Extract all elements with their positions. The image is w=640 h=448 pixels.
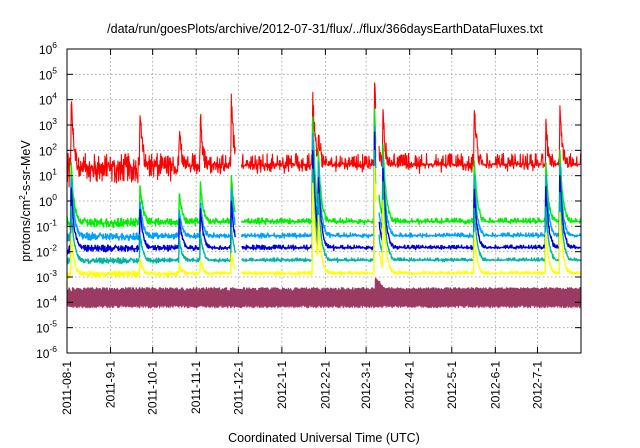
x-tick-label: 2012-5-1 (445, 361, 459, 409)
ticks (66, 48, 581, 354)
x-tick-labels: 2011-08-1 2011-9-1 2011-10-1 2011-11-1 2011-… (60, 361, 544, 415)
y-tick-label: 10-5 (36, 319, 57, 336)
series-2-line (66, 108, 582, 230)
series-6-line (66, 165, 582, 280)
x-tick-label: 2011-9-1 (104, 361, 118, 408)
y-axis-label-base: protons/cm (19, 200, 33, 262)
y-tick-label: 101 (39, 167, 57, 184)
y-tick-label: 10-3 (36, 268, 57, 285)
x-tick-label: 2011-12-1 (231, 361, 245, 415)
y-axis-label-rest: -s-sr-MeV (19, 140, 33, 196)
y-tick-label: 106 (39, 40, 57, 57)
chart-title: /data/run/goesPlots/archive/2012-07-31/f… (107, 22, 543, 36)
y-tick-label: 103 (39, 116, 57, 133)
x-axis-label: Coordinated Universal Time (UTC) (228, 431, 420, 445)
series-1-line (66, 82, 582, 188)
y-tick-label: 102 (39, 141, 57, 158)
series-3-line (66, 125, 582, 242)
x-tick-label: 2011-10-1 (146, 361, 160, 415)
x-tick-label: 2012-1-1 (275, 361, 289, 409)
y-axis-label-sup: 2 (17, 195, 27, 200)
series-5-line (66, 149, 582, 265)
y-axis-label: protons/cm2-s-sr-MeV (17, 140, 33, 262)
x-tick-label: 2011-11-1 (189, 361, 203, 414)
x-tick-label: 2012-6-1 (488, 361, 502, 409)
x-tick-label: 2012-4-1 (403, 361, 417, 409)
y-tick-labels: 10-6 10-5 10-4 10-3 10-2 10-1 100 101 102 103 104 1… (36, 40, 57, 361)
y-tick-label: 10-4 (36, 293, 57, 310)
y-tick-label: 10-6 (36, 344, 57, 361)
x-tick-label: 2011-08-1 (60, 361, 74, 415)
y-tick-label: 104 (39, 91, 57, 108)
y-tick-label: 100 (39, 192, 57, 209)
y-tick-label: 105 (39, 65, 57, 82)
y-tick-label: 10-1 (36, 217, 57, 234)
y-tick-label: 10-2 (36, 243, 57, 260)
x-tick-label: 2012-3-1 (359, 361, 373, 409)
series-4-line (66, 131, 582, 255)
series-layer (66, 82, 582, 310)
x-tick-label: 2012-2-1 (318, 361, 332, 409)
x-tick-label: 2012-7-1 (530, 361, 544, 409)
